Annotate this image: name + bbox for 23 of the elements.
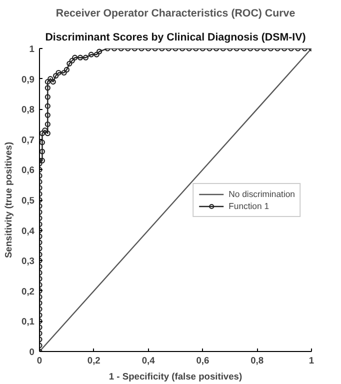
y-tick-label: 0,7 <box>22 134 34 145</box>
y-tick-label: 0,1 <box>22 316 34 327</box>
y-tick-label: 0,6 <box>22 165 34 176</box>
y-tick-label: 0,5 <box>22 196 34 206</box>
chart-subtitle: Discriminant Scores by Clinical Diagnosis (DSM-IV) <box>45 32 306 44</box>
x-tick-label: 0,4 <box>142 356 156 366</box>
y-tick-label: 0,4 <box>22 226 36 236</box>
chart-title: Receiver Operator Characteristics (ROC) Curve <box>56 8 296 20</box>
x-tick-label: 1 <box>308 356 314 366</box>
y-tick-label: 0 <box>29 347 35 357</box>
y-tick-label: 1 <box>29 44 35 54</box>
legend-label: No discrimination <box>228 188 295 198</box>
y-tick-label: 0,9 <box>22 74 34 84</box>
x-tick-label: 0,8 <box>250 356 264 366</box>
x-axis-title: 1 - Specificity (false positives) <box>108 372 242 382</box>
y-tick-label: 0,3 <box>22 256 34 266</box>
y-tick-label: 0,2 <box>22 286 34 296</box>
x-tick-label: 0,2 <box>87 356 100 366</box>
y-tick-label: 0,8 <box>22 104 34 115</box>
y-axis-title: Sensitivity (true positives) <box>4 142 14 258</box>
x-tick-label: 0 <box>36 356 42 366</box>
legend-label: Function 1 <box>228 200 270 210</box>
x-tick-label: 0,6 <box>196 356 210 366</box>
